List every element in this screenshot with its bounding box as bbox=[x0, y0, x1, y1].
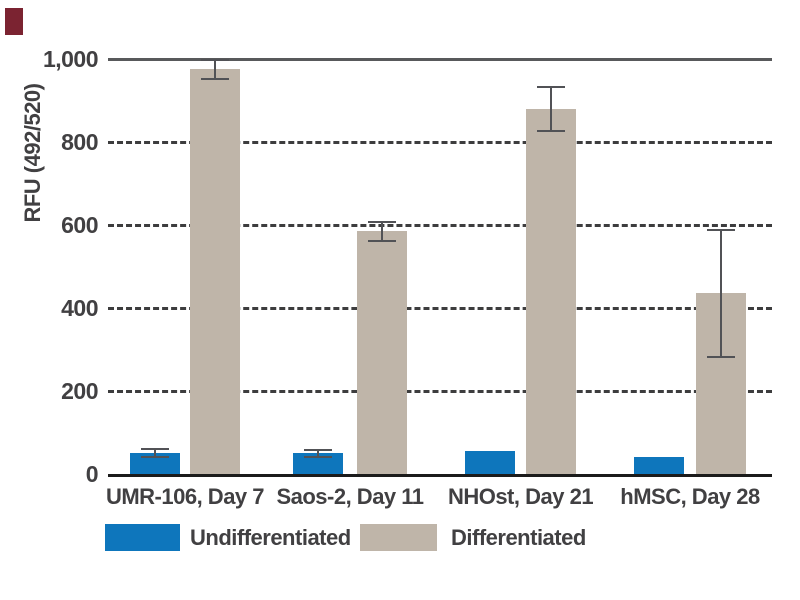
bar-differentiated-0-error-cap-high bbox=[201, 59, 229, 62]
bar-differentiated-2-error-bar bbox=[550, 88, 552, 130]
bar-differentiated-0 bbox=[190, 69, 240, 474]
corner-brand-mark bbox=[5, 8, 23, 35]
bar-undifferentiated-3 bbox=[634, 457, 684, 474]
bar-differentiated-0-error-bar bbox=[214, 61, 216, 78]
bar-differentiated-1-error-bar bbox=[381, 222, 383, 240]
bar-differentiated-2-error-cap-high bbox=[537, 86, 565, 89]
bar-undifferentiated-0-error-cap-low bbox=[141, 456, 169, 459]
plot-area bbox=[108, 57, 772, 477]
bar-undifferentiated-2 bbox=[465, 451, 515, 474]
y-tick-label-800: 800 bbox=[61, 129, 98, 155]
gridline-600 bbox=[108, 223, 772, 227]
bar-undifferentiated-0 bbox=[130, 453, 180, 474]
legend-swatch-differentiated bbox=[360, 524, 437, 551]
gridline-800 bbox=[108, 140, 772, 144]
gridline-200 bbox=[108, 389, 772, 393]
bar-undifferentiated-1 bbox=[293, 453, 343, 474]
y-tick-label-400: 400 bbox=[61, 295, 98, 321]
legend-label-differentiated: Differentiated bbox=[451, 525, 586, 550]
x-label-3: hMSC, Day 28 bbox=[620, 484, 760, 509]
gridline-1000 bbox=[108, 57, 772, 61]
bar-differentiated-2 bbox=[526, 108, 576, 474]
bar-differentiated-1-error-cap-low bbox=[368, 239, 396, 242]
bar-undifferentiated-0-error-cap-high bbox=[141, 448, 169, 451]
gridline-400 bbox=[108, 306, 772, 310]
x-label-0: UMR-106, Day 7 bbox=[105, 484, 265, 509]
bar-undifferentiated-0-error-bar bbox=[154, 450, 156, 457]
bar-differentiated-3-error-bar bbox=[720, 231, 722, 356]
bar-differentiated-3-error-cap-low bbox=[707, 355, 735, 358]
bar-undifferentiated-1-error-cap-low bbox=[304, 455, 332, 458]
bar-differentiated-1-error-cap-high bbox=[368, 220, 396, 223]
bar-undifferentiated-1-error-bar bbox=[317, 450, 319, 456]
bar-differentiated-1 bbox=[357, 231, 407, 474]
y-tick-label-1000: 1,000 bbox=[42, 46, 99, 72]
bar-differentiated-3-error-cap-high bbox=[707, 229, 735, 232]
bar-differentiated-2-error-cap-low bbox=[537, 129, 565, 132]
y-tick-label-0: 0 bbox=[85, 461, 99, 487]
x-label-1: Saos-2, Day 11 bbox=[276, 484, 424, 509]
x-label-2: NHOst, Day 21 bbox=[447, 484, 594, 509]
bar-differentiated-0-error-cap-low bbox=[201, 77, 229, 80]
legend-swatch-undifferentiated bbox=[105, 524, 180, 551]
legend-label-undifferentiated: Undifferentiated bbox=[190, 525, 351, 550]
y-tick-label-200: 200 bbox=[61, 378, 98, 404]
y-tick-label-600: 600 bbox=[61, 212, 98, 238]
bar-undifferentiated-1-error-cap-high bbox=[304, 448, 332, 451]
